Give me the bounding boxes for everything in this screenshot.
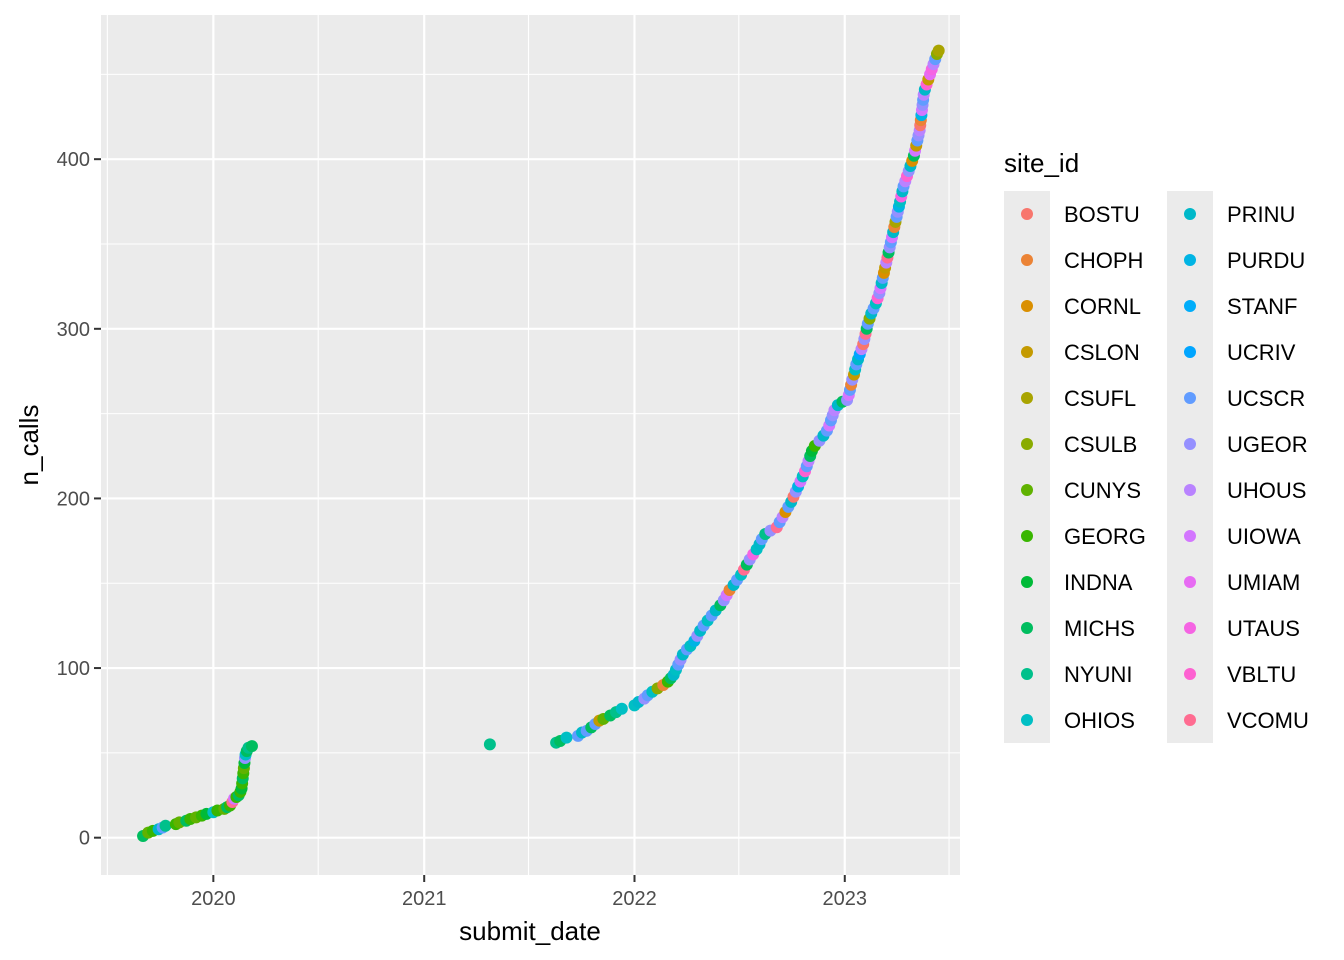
legend-label: INDNA [1064,570,1133,595]
legend-key-dot [1021,254,1033,266]
legend-label: OHIOS [1064,708,1135,733]
legend-label: BOSTU [1064,202,1140,227]
legend-label: UCRIV [1227,340,1296,365]
legend-key-dot [1184,530,1196,542]
x-tick-label: 2021 [402,888,447,910]
legend-key-dot [1021,346,1033,358]
major-gridlines [101,15,960,875]
data-point [159,819,172,832]
legend-key-dot [1021,438,1033,450]
legend-key-dot [1021,576,1033,588]
y-axis-title: n_calls [14,405,44,486]
legend-key-dot [1184,668,1196,680]
data-point [483,738,496,751]
x-tick-label: 2022 [612,888,657,910]
legend-key-dot [1021,484,1033,496]
y-tick-label: 100 [57,658,90,680]
y-tick-label: 200 [57,488,90,510]
legend-label: CSULB [1064,432,1137,457]
legend-key-dot [1184,622,1196,634]
legend-key-dot [1184,392,1196,404]
y-axis-ticks: 0 100 200 300 400 [57,149,101,850]
y-tick-label: 0 [79,828,90,850]
legend-key-dot [1184,438,1196,450]
data-point [615,702,628,715]
legend-key-dot [1021,668,1033,680]
x-tick-label: 2020 [191,888,236,910]
legend-label: CSLON [1064,340,1140,365]
legend-key-dot [1184,208,1196,220]
legend-key-dot [1184,484,1196,496]
legend-label: PRINU [1227,202,1295,227]
y-tick-label: 300 [57,319,90,341]
legend-label: UHOUS [1227,478,1306,503]
legend: site_id BOSTU CHOPH CORNL CSLON CSUFL CSULB CU… [1004,148,1309,743]
legend-label: VCOMU [1227,708,1309,733]
legend-label: CORNL [1064,294,1141,319]
legend-key-dot [1184,300,1196,312]
legend-key-dot [1184,346,1196,358]
x-axis-title: submit_date [459,916,601,946]
legend-label: STANF [1227,294,1297,319]
legend-key-dot [1184,254,1196,266]
legend-key-dot [1184,576,1196,588]
legend-label: CSUFL [1064,386,1136,411]
legend-label: NYUNI [1064,662,1132,687]
legend-label: UGEOR [1227,432,1308,457]
legend-label: VBLTU [1227,662,1296,687]
legend-label: UIOWA [1227,524,1301,549]
x-tick-label: 2023 [823,888,868,910]
plot-panel [101,15,960,875]
legend-label: PURDU [1227,248,1305,273]
data-point [560,731,573,744]
legend-key-dot [1021,622,1033,634]
legend-label: CHOPH [1064,248,1143,273]
data-points [137,44,945,842]
legend-key-dot [1021,300,1033,312]
legend-label: CUNYS [1064,478,1141,503]
legend-key-dot [1021,208,1033,220]
legend-key-dot [1184,714,1196,726]
legend-label: UTAUS [1227,616,1300,641]
legend-label: UMIAM [1227,570,1300,595]
data-point [245,740,258,753]
legend-title: site_id [1004,148,1079,178]
data-point [932,44,945,57]
legend-label: GEORG [1064,524,1146,549]
legend-key-dot [1021,714,1033,726]
legend-label: MICHS [1064,616,1135,641]
y-tick-label: 400 [57,149,90,171]
legend-label: UCSCR [1227,386,1305,411]
x-axis-ticks: 2020 2021 2022 2023 [191,875,867,910]
legend-key-dot [1021,392,1033,404]
legend-key-dot [1021,530,1033,542]
